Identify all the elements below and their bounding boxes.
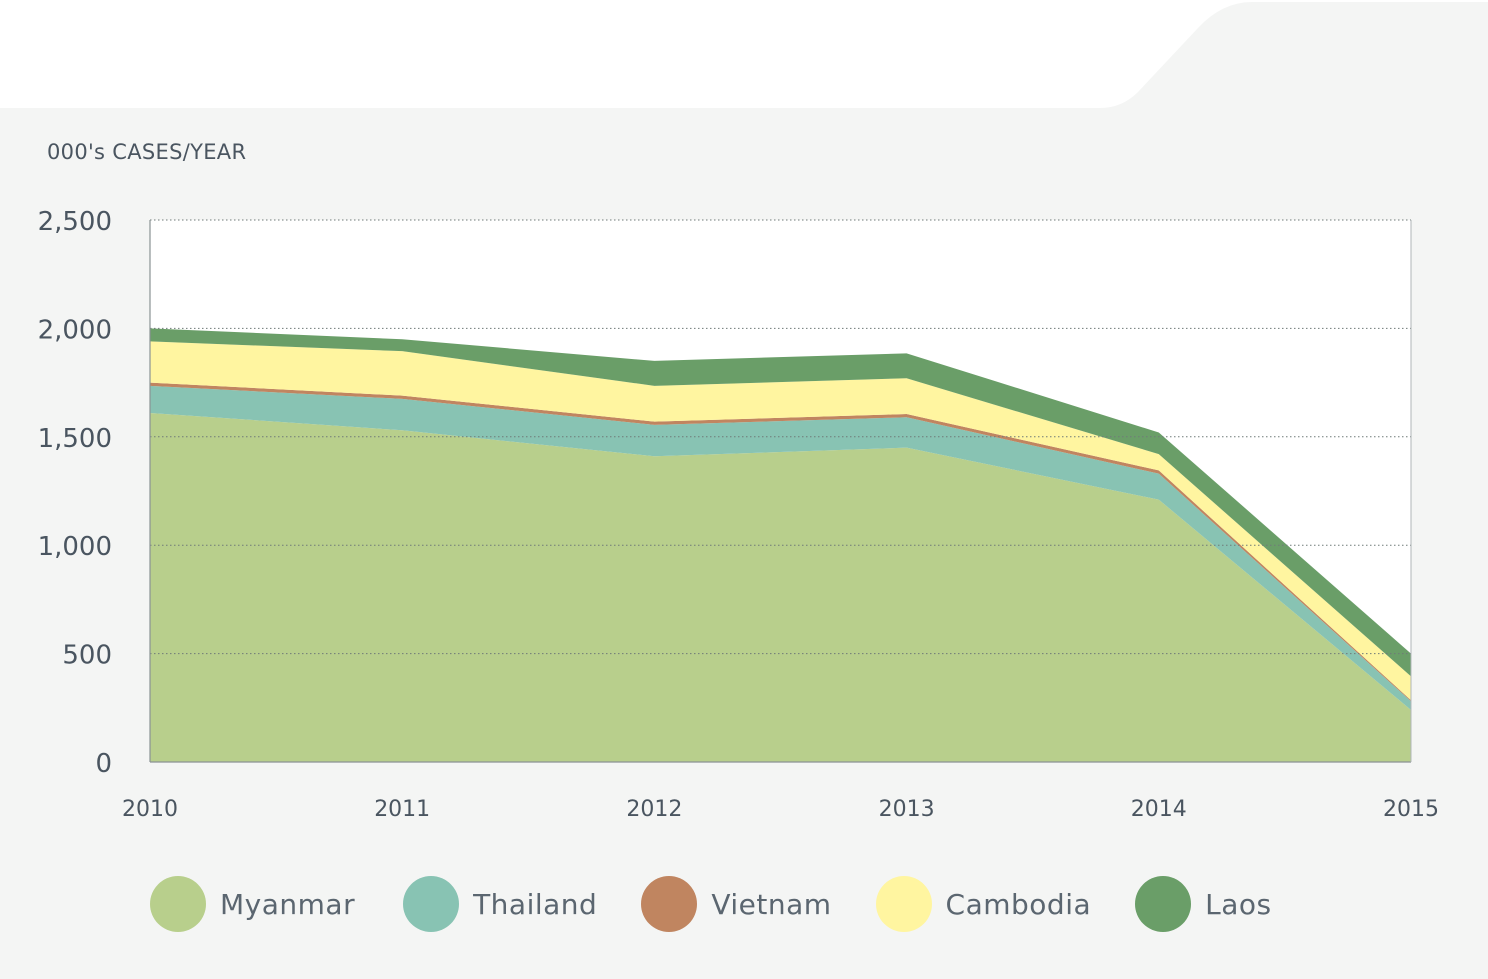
y-tick-label: 500 xyxy=(62,641,112,671)
legend: Myanmar Thailand Vietnam Cambodia Laos xyxy=(150,876,1272,932)
legend-item-thailand: Thailand xyxy=(403,876,597,932)
area-series-thailand xyxy=(150,385,1411,710)
legend-item-laos: Laos xyxy=(1135,876,1271,932)
legend-swatch xyxy=(1135,876,1192,932)
y-tick-label: 0 xyxy=(95,749,112,779)
legend-label: Laos xyxy=(1205,887,1272,921)
legend-swatch xyxy=(875,876,932,932)
y-tick-label: 2,500 xyxy=(38,207,112,237)
legend-label: Thailand xyxy=(473,887,598,921)
area-series-laos xyxy=(150,328,1411,677)
y-tick-label: 1,500 xyxy=(38,424,112,454)
legend-swatch xyxy=(150,876,206,932)
legend-swatch xyxy=(403,876,460,932)
x-tick-label: 2014 xyxy=(1131,797,1187,822)
legend-swatch xyxy=(641,876,698,932)
area-series-myanmar xyxy=(150,412,1411,762)
x-tick-label: 2010 xyxy=(122,797,178,822)
legend-label: Myanmar xyxy=(220,887,356,921)
legend-item-cambodia: Cambodia xyxy=(875,876,1092,932)
y-axis-title: 000's CASES/YEAR xyxy=(47,140,247,164)
y-tick-label: 2,000 xyxy=(38,315,112,345)
legend-item-myanmar: Myanmar xyxy=(150,876,355,932)
legend-item-vietnam: Vietnam xyxy=(641,876,831,932)
area-series-cambodia xyxy=(150,341,1411,701)
x-tick-label: 2015 xyxy=(1383,797,1439,822)
legend-label: Cambodia xyxy=(945,887,1092,921)
x-tick-label: 2011 xyxy=(374,797,430,822)
x-tick-label: 2012 xyxy=(626,797,682,822)
y-tick-label: 1,000 xyxy=(38,532,112,562)
x-tick-label: 2013 xyxy=(879,797,935,822)
area-chart: 2,500 2,000 1,500 1,000 500 0 2010 2011 2012 2013… xyxy=(38,207,1439,822)
legend-label: Vietnam xyxy=(711,887,832,921)
